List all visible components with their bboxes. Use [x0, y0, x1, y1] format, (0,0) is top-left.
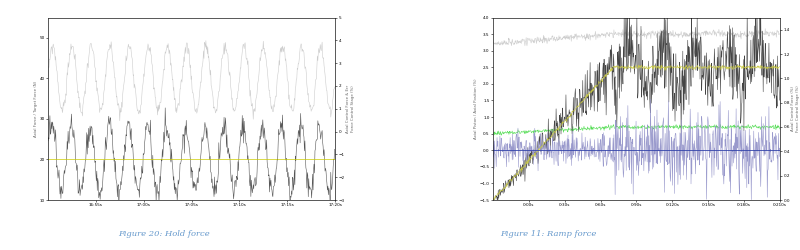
- Y-axis label: Axial Control Force & Err
Force Control Stage (%): Axial Control Force & Err Force Control …: [346, 85, 354, 133]
- Text: Figure 11: Ramp force: Figure 11: Ramp force: [500, 230, 596, 238]
- Y-axis label: Axial Control Force (%)
Force Control Stage (%): Axial Control Force (%) Force Control St…: [791, 86, 800, 132]
- Y-axis label: Axial Force / Target Force (N): Axial Force / Target Force (N): [34, 81, 38, 137]
- Text: Figure 20: Hold force: Figure 20: Hold force: [118, 230, 210, 238]
- Y-axis label: Axial Piston / Axial Position (%): Axial Piston / Axial Position (%): [474, 78, 478, 139]
